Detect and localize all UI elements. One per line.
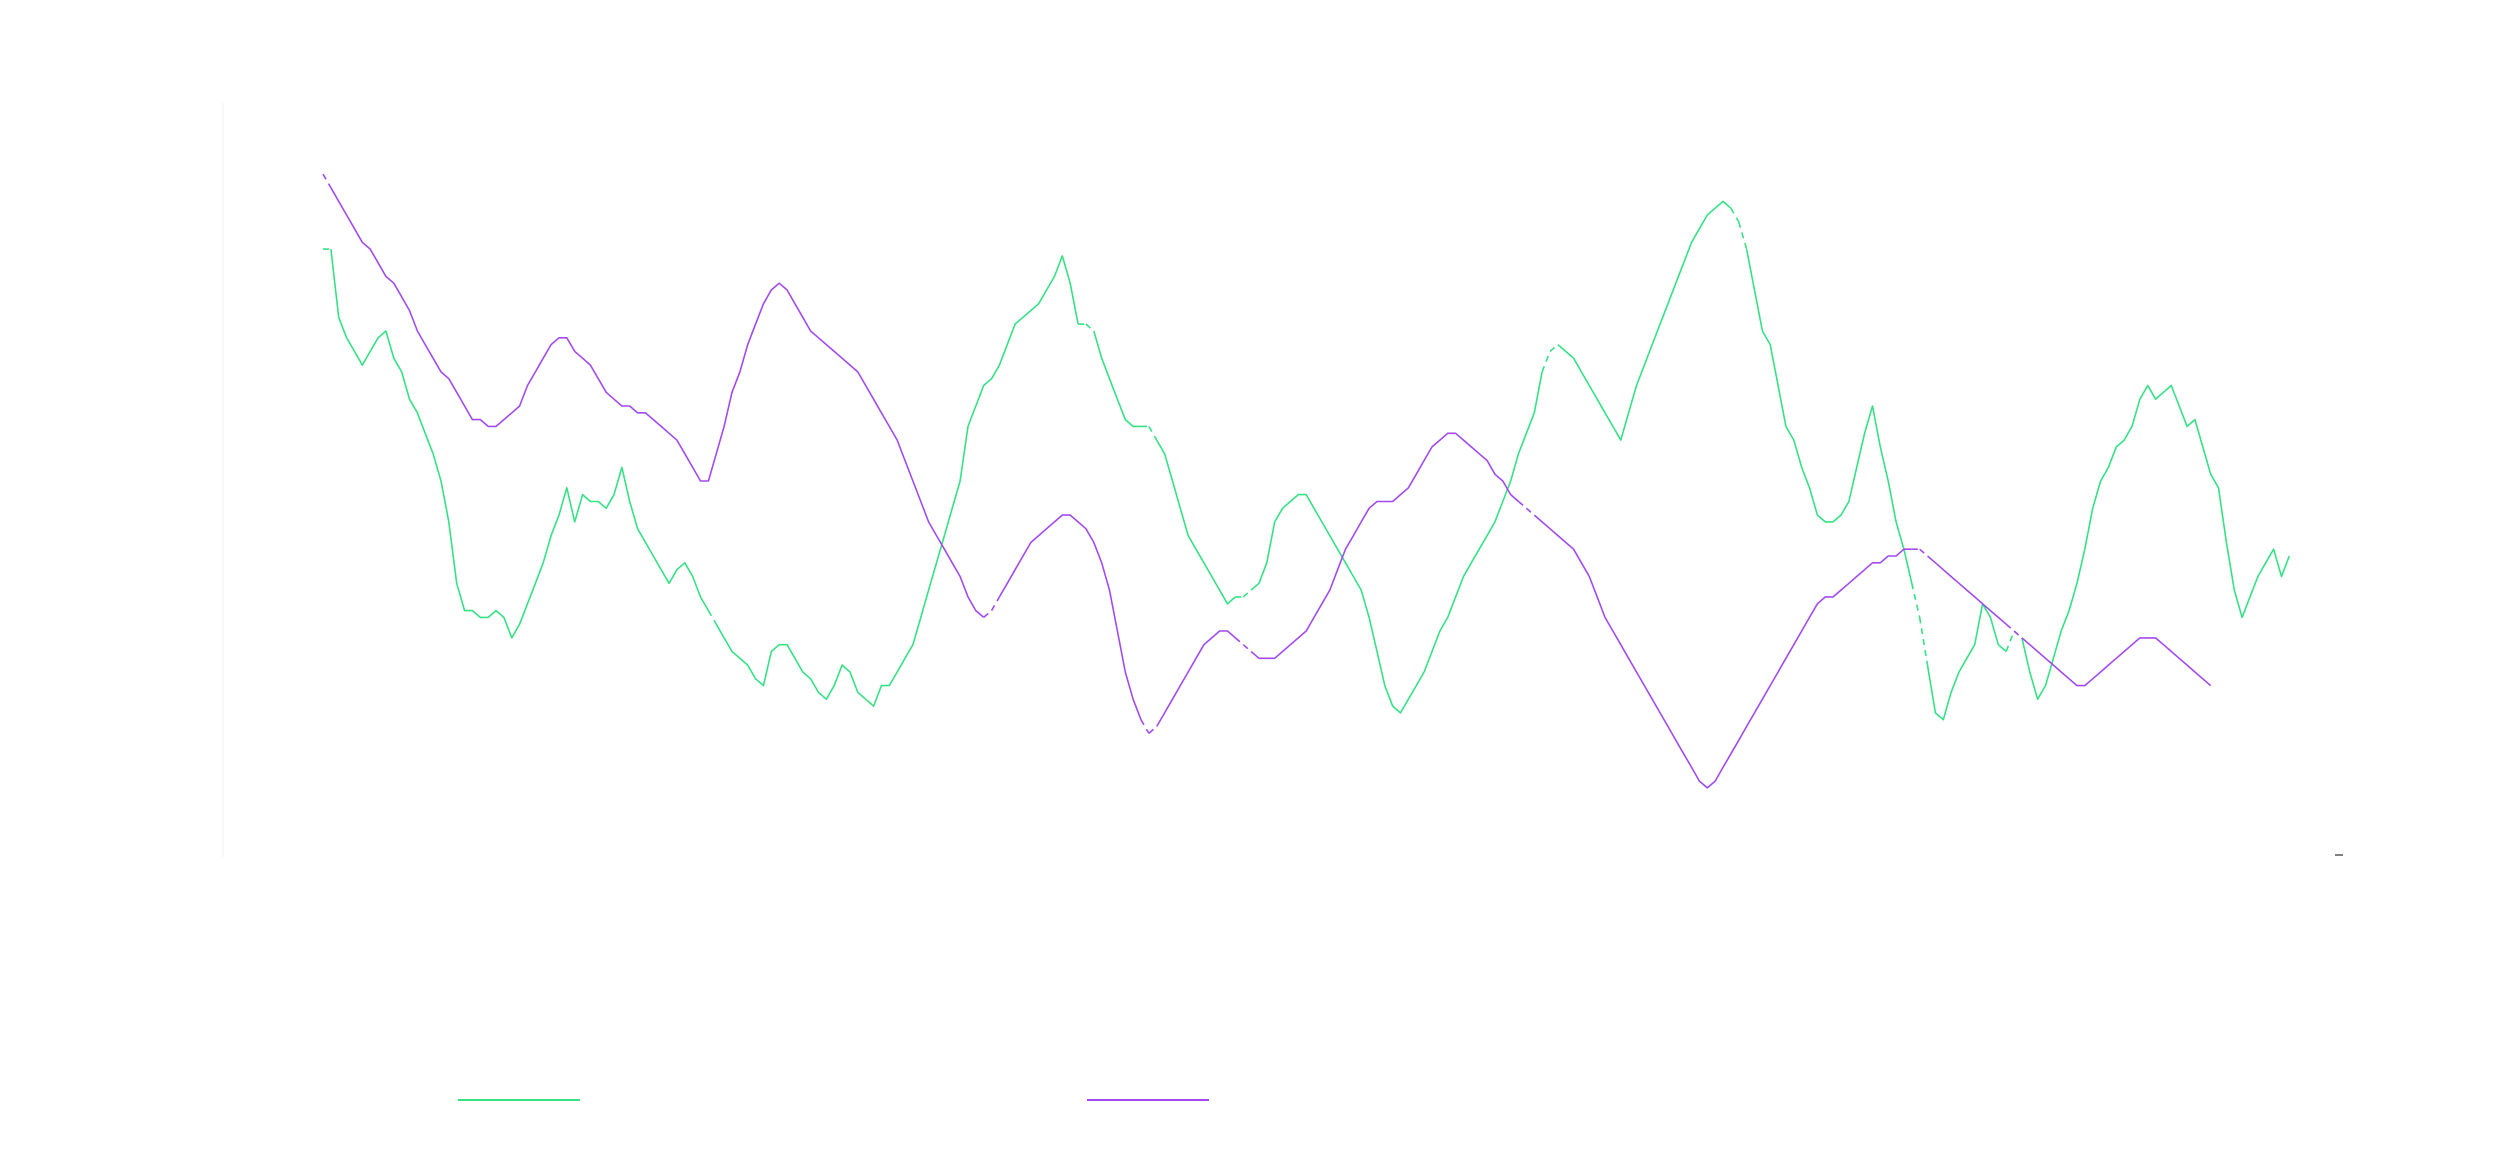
series-gap-dashed	[1140, 719, 1150, 734]
series-gap-dashed	[2005, 623, 2015, 632]
legend	[0, 1080, 2500, 1120]
series-gap-dashed	[1525, 507, 1535, 516]
series-line-segment	[1926, 555, 2007, 625]
series-gap-dashed	[1737, 221, 1748, 250]
series-gap-dashed	[1541, 351, 1551, 373]
series-a	[323, 200, 2291, 721]
legend-swatch-series-b	[1087, 1099, 1209, 1101]
series-gap-dashed	[1730, 207, 1740, 223]
series-b	[322, 173, 2212, 789]
series-gap-dashed	[1911, 583, 1921, 618]
series-line-segment	[1093, 330, 1141, 428]
series-gap-dashed	[990, 596, 1001, 611]
series-line-segment	[1156, 630, 1236, 727]
series-line-segment	[998, 514, 1142, 720]
series-line-segment	[1250, 371, 1543, 714]
series-gap-dashed	[1242, 589, 1252, 598]
series-gap-dashed	[1148, 725, 1158, 734]
series-line-segment	[1156, 439, 1236, 605]
series-gap-dashed	[2013, 630, 2023, 639]
series-line-segment	[715, 255, 1079, 707]
series-gap-dashed	[1242, 644, 1252, 653]
series-gap-dashed	[1919, 548, 1929, 557]
series-line-segment	[330, 187, 985, 619]
series-line-segment	[2021, 384, 2291, 701]
series-line-segment	[1250, 432, 1520, 660]
series-line-segment	[1557, 200, 1732, 441]
series-gap-dashed	[322, 173, 332, 189]
series-gap-dashed	[1148, 426, 1158, 441]
series-line-segment	[2021, 637, 2212, 687]
series-gap-dashed	[1918, 617, 1929, 666]
series-line-segment	[1745, 248, 1913, 584]
series-gap-dashed	[2005, 630, 2015, 652]
series-gap-dashed	[1518, 500, 1527, 509]
series-gap-dashed	[1549, 343, 1559, 353]
series-gap-dashed	[983, 609, 993, 619]
series-gap-dashed	[707, 610, 717, 625]
legend-item-series-a[interactable]	[458, 1080, 594, 1120]
legend-item-series-b[interactable]	[1087, 1080, 1223, 1120]
series-line-segment	[1533, 514, 1912, 789]
series-line-segment	[330, 249, 710, 639]
legend-swatch-series-a	[458, 1099, 580, 1101]
series-gap-dashed	[1234, 637, 1244, 646]
series-gap-dashed	[1085, 323, 1095, 332]
series-line-segment	[1926, 602, 2007, 721]
series-layer	[322, 173, 2291, 789]
